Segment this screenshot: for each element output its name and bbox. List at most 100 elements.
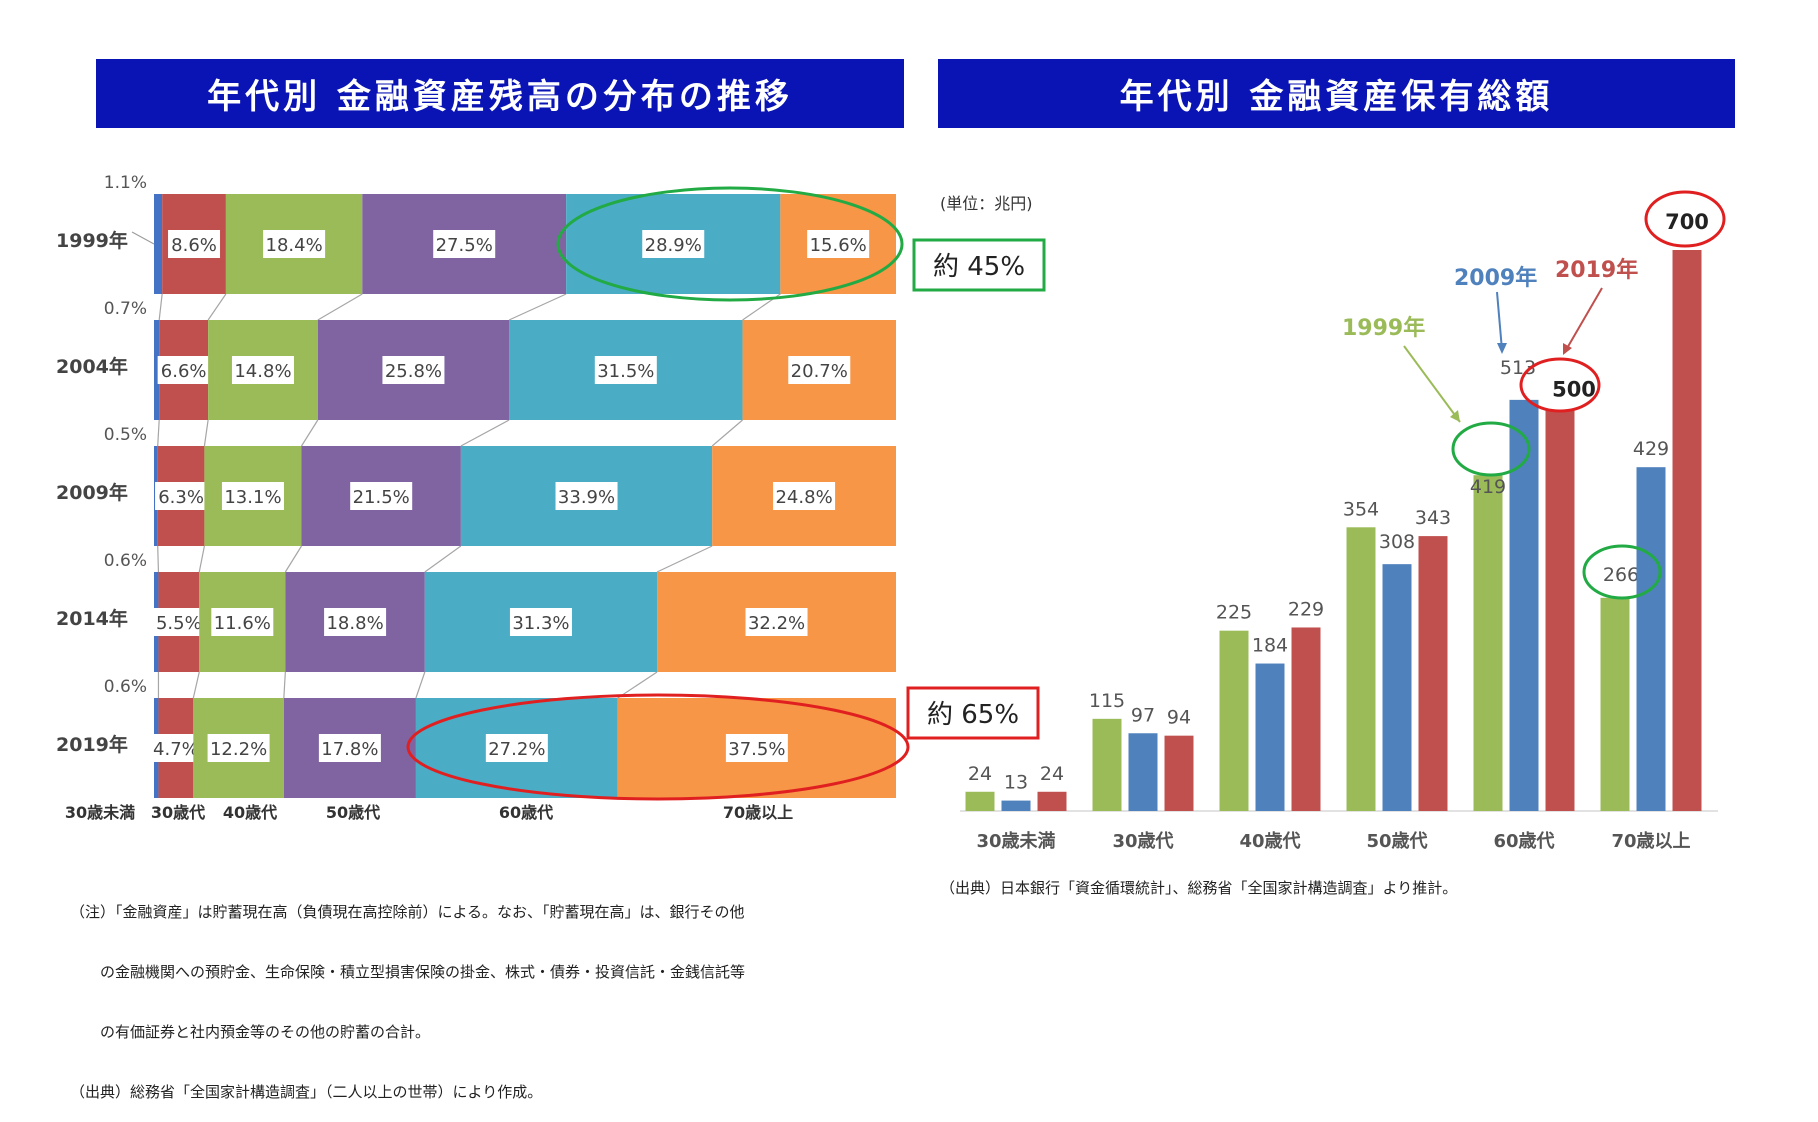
total-bar [1382,564,1412,811]
annotation-45-text: 約 45% [933,252,1025,282]
left-chart-title: 年代別 金融資産残高の分布の推移 [96,59,904,128]
total-bar [1346,527,1376,811]
age-axis-label: 30歳代 [151,803,205,822]
data-label: 15.6% [810,235,867,256]
data-label-box [642,230,705,258]
connector-line [158,293,163,321]
total-bar [1672,250,1702,811]
connector-line [508,293,567,321]
total-bar [1037,791,1067,811]
data-label: 28.9% [645,235,702,256]
small-share-label: 0.6% [104,551,147,571]
connector-line [157,545,160,573]
data-label: 11.6% [214,613,271,634]
arrow-2009 [1496,291,1503,351]
connector-line [317,293,363,321]
left-footnote: （注）「金融資産」は貯蓄現在高（負債現在高控除前）による。なお、「貯蓄現在高」は… [70,862,745,1122]
data-label-box [773,482,836,510]
category-axis-label: 70歳以上 [1611,831,1690,852]
data-label: 33.9% [558,487,615,508]
connector-line [198,545,205,573]
year-label: 2009年 [56,481,128,504]
data-label: 24.8% [775,487,832,508]
value-label: 225 [1216,602,1252,624]
value-label: 308 [1379,531,1415,553]
data-label-box [555,482,618,510]
data-label: 20.7% [791,361,848,382]
small-share-label: 1.1% [104,173,147,193]
total-bar [1001,800,1031,811]
age-axis-label: 40歳代 [223,803,277,822]
total-bar [1128,733,1158,811]
value-label: 700 [1665,210,1709,234]
total-bar [1219,630,1249,811]
right-chart-title: 年代別 金融資産保有総額 [938,59,1735,128]
connector-line [415,671,426,699]
value-label: 13 [1004,772,1028,794]
leader-line [131,231,155,245]
stacked-bar-segment [154,194,163,294]
data-label-box [318,734,381,762]
value-label: 229 [1288,598,1324,620]
data-label: 12.2% [210,739,267,760]
small-share-label: 0.5% [104,425,147,445]
value-label: 354 [1343,498,1379,520]
connector-line [424,545,462,573]
total-bar [1291,627,1321,811]
year-label: 2019年 [56,733,128,756]
year-label: 2004年 [56,355,128,378]
data-label: 13.1% [224,487,281,508]
data-label: 18.4% [266,235,323,256]
total-bar [1545,410,1575,811]
value-label: 24 [1040,763,1064,785]
value-label: 24 [968,763,992,785]
data-label-box [155,482,208,510]
data-label-box [157,356,210,384]
category-axis-label: 50歳代 [1366,831,1427,852]
series-label-2019: 2019年 [1555,257,1638,283]
data-label-box [509,608,572,636]
circle-419 [1451,421,1531,477]
data-label-box [485,734,548,762]
data-label: 31.5% [597,361,654,382]
series-label-1999: 1999年 [1342,315,1425,341]
arrow-2019 [1565,287,1603,351]
highlight-ellipse-2019 [406,693,910,801]
annotation-box-45 [912,238,1046,292]
data-label-box [594,356,657,384]
annotation-65-text: 約 65% [927,700,1019,730]
age-axis-label: 70歳以上 [723,803,793,822]
annotation-box-65 [906,686,1040,740]
data-label: 32.2% [748,613,805,634]
data-label-box [382,356,445,384]
age-axis-label: 50歳代 [326,803,380,822]
total-bar [1164,735,1194,811]
data-label: 27.2% [488,739,545,760]
arrowhead-1999 [1450,410,1460,422]
connector-line [283,671,286,699]
data-label-box [324,608,387,636]
category-axis-label: 40歳代 [1239,831,1300,852]
data-label: 18.8% [326,613,383,634]
value-label: 513 [1500,357,1536,379]
data-label: 14.8% [234,361,291,382]
category-axis-label: 30歳未満 [976,830,1055,852]
total-bar [965,791,995,811]
value-label: 184 [1252,635,1288,657]
connector-line [460,419,510,447]
stacked-bar-segment [154,320,160,420]
data-label: 21.5% [353,487,410,508]
connector-line [207,293,227,321]
data-label: 17.8% [321,739,378,760]
total-bar [1636,467,1666,811]
data-label-box [263,230,326,258]
value-label: 266 [1603,564,1639,586]
age-axis-label: 60歳代 [499,803,553,822]
arrowhead-2009 [1497,343,1507,354]
data-label-box [149,734,202,762]
value-label: 97 [1131,704,1155,726]
left-footnote-line: の金融機関への預貯金、生命保険・積立型損害保険の掛金、株式・債券・投資信託・金銭… [70,963,746,981]
value-label: 115 [1089,690,1125,712]
circle-500 [1519,357,1601,413]
data-label-box [207,734,270,762]
